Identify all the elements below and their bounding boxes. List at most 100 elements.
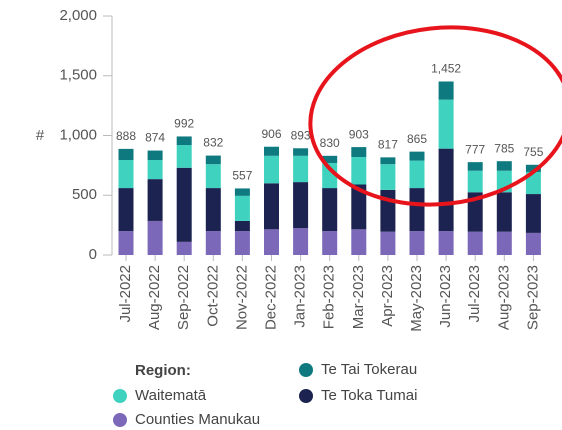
bar-segment: [118, 159, 134, 189]
bar-segment: [118, 188, 134, 232]
bar-segment: [525, 164, 541, 172]
legend-label: Waitematā: [135, 387, 207, 404]
bar-segment: [409, 160, 425, 189]
bar-segment: [264, 146, 279, 156]
bar-segment: [351, 157, 367, 185]
bar-segment: [525, 232, 541, 255]
legend-swatch: [113, 389, 127, 403]
total-label: 755: [523, 145, 543, 159]
total-label: 777: [465, 142, 485, 156]
total-label: 557: [232, 169, 252, 183]
total-label: 817: [378, 138, 398, 152]
legend-swatch: [299, 389, 313, 403]
bar-segment: [467, 231, 483, 255]
x-tick-label: Jun-2023: [437, 265, 454, 328]
bar-segment: [176, 136, 192, 146]
legend-label: Counties Manukau: [135, 411, 260, 428]
x-tick-label: Jul-2023: [466, 265, 483, 323]
total-label: 992: [174, 117, 194, 131]
bar-segment: [293, 155, 309, 183]
bar-segment: [351, 184, 367, 230]
bar-segment: [409, 151, 425, 161]
bar-segment: [147, 159, 163, 180]
bar-segment: [264, 155, 279, 184]
y-tick-label: 1,500: [59, 67, 97, 84]
bar-segment: [351, 229, 367, 255]
bar-segment: [147, 150, 163, 160]
bar-segment: [264, 229, 279, 255]
bar-segment: [496, 231, 512, 255]
bar-segment: [409, 188, 425, 232]
bar-segment: [118, 148, 134, 160]
x-tick-label: Apr-2023: [379, 265, 396, 327]
total-label: 906: [261, 127, 281, 141]
x-tick-label: May-2023: [408, 265, 425, 332]
legend-swatch: [299, 363, 313, 377]
total-label: 874: [145, 131, 165, 145]
bar-segment: [118, 231, 134, 255]
legend-title: Region:: [135, 362, 191, 379]
x-tick-label: Jul-2022: [117, 265, 134, 323]
bar-segment: [293, 228, 309, 255]
bar-segment: [322, 231, 338, 255]
bar-segment: [351, 147, 367, 158]
x-tick-label: Sep-2022: [175, 265, 192, 330]
x-tick-label: Aug-2022: [146, 265, 163, 330]
x-tick-label: Oct-2022: [204, 265, 221, 327]
x-tick-label: Nov-2022: [233, 265, 250, 330]
legend-label: Te Toka Tumai: [321, 387, 417, 404]
bar-segment: [205, 155, 221, 165]
total-label: 832: [203, 136, 223, 150]
total-label: 888: [116, 129, 136, 143]
x-tick-label: Sep-2023: [524, 265, 541, 330]
y-tick-label: 500: [72, 186, 97, 203]
bar-segment: [467, 192, 483, 232]
bar-segment: [147, 220, 163, 255]
x-tick-label: Mar-2023: [350, 265, 367, 329]
bar-segment: [496, 161, 512, 171]
bar-segment: [205, 231, 221, 255]
bar-segment: [467, 170, 483, 193]
bar-segment: [409, 231, 425, 255]
bar-segment: [322, 162, 338, 189]
total-label: 865: [407, 132, 427, 146]
bar-segment: [205, 164, 221, 189]
y-tick-label: 1,000: [59, 126, 97, 143]
bar-segment: [380, 231, 396, 255]
y-tick-label: 2,000: [59, 7, 97, 24]
bar-segment: [176, 167, 192, 242]
x-tick-label: Jan-2023: [292, 265, 309, 328]
bar-segment: [293, 148, 309, 156]
bar-segment: [525, 194, 541, 233]
bar-segment: [205, 188, 221, 232]
bar-segment: [467, 162, 483, 171]
highlight-circle: [308, 25, 562, 207]
bar-segment: [525, 171, 541, 195]
x-tick-label: Dec-2022: [262, 265, 279, 330]
total-label: 893: [291, 128, 311, 142]
total-label: 785: [494, 141, 514, 155]
y-axis-label: #: [36, 127, 45, 144]
total-label: 903: [349, 127, 369, 141]
total-label: 1,452: [431, 62, 461, 76]
bar-segment: [176, 241, 192, 255]
y-tick-label: 0: [89, 246, 97, 263]
x-tick-label: Aug-2023: [495, 265, 512, 330]
bar-segment: [176, 145, 192, 168]
bar-segment: [293, 182, 309, 229]
bar-segment: [438, 99, 454, 149]
bar-segment: [380, 157, 396, 165]
bar-segment: [438, 81, 454, 100]
legend-label: Te Tai Tokerau: [321, 361, 417, 378]
bar-segment: [322, 188, 338, 232]
bar-segment: [264, 183, 279, 230]
bar-segment: [438, 231, 454, 255]
x-tick-label: Feb-2023: [321, 265, 338, 329]
bar-segment: [234, 188, 250, 196]
bar-segment: [496, 192, 512, 232]
bar-segment: [380, 189, 396, 232]
bar-segment: [438, 148, 454, 232]
total-label: 830: [320, 136, 340, 150]
bar-segment: [234, 220, 250, 232]
